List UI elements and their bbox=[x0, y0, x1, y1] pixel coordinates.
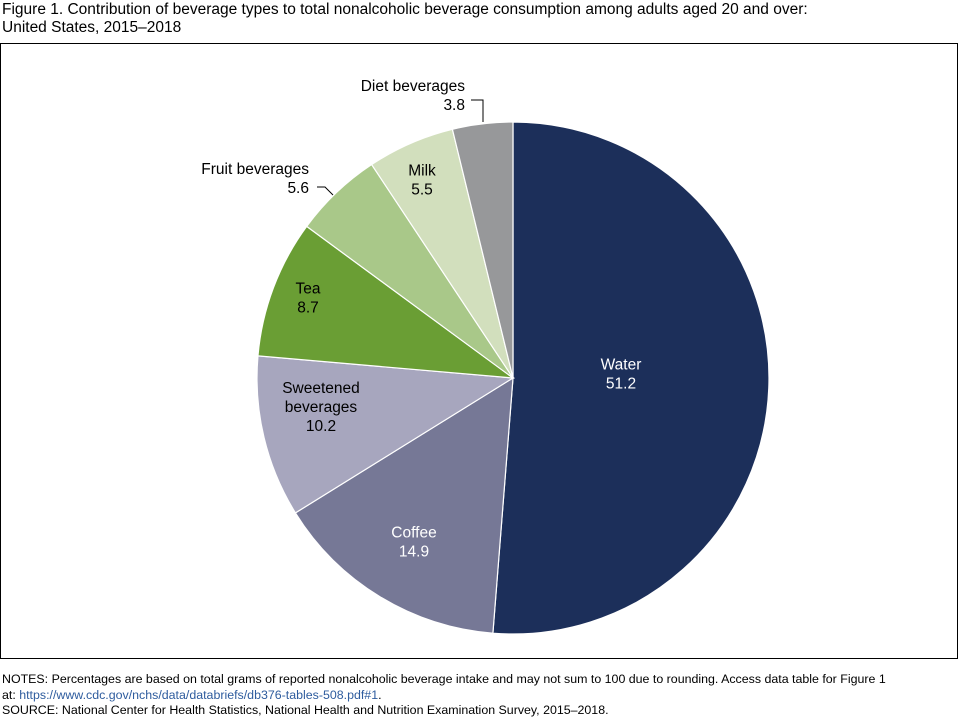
notes-link-suffix: . bbox=[378, 687, 382, 702]
slice-label-diet-beverages: Diet beverages bbox=[361, 78, 466, 95]
pie-slice-water bbox=[492, 121, 770, 635]
slice-label-fruit-beverages: Fruit beverages bbox=[201, 161, 309, 178]
notes-at-prefix: at: bbox=[2, 687, 20, 702]
pie-chart: Water 51.2 Coffee 14.9 Sweetened beverages 10.… bbox=[201, 78, 770, 635]
slice-value-tea: 8.7 bbox=[297, 300, 319, 317]
slice-value-coffee: 14.9 bbox=[399, 544, 429, 561]
pie-slice-diet-beverages bbox=[451, 121, 514, 379]
pie-labels: Water 51.2 Coffee 14.9 Sweetened beverages 10.… bbox=[201, 78, 641, 561]
slice-value-sweetened-beverages: 10.2 bbox=[306, 418, 336, 435]
notes-source: SOURCE: National Center for Health Stati… bbox=[2, 703, 609, 718]
figure-title-line-1: Figure 1. Contribution of beverage types… bbox=[2, 1, 808, 18]
slice-label-sweetened-beverages: beverages bbox=[285, 399, 358, 416]
leader-line-diet-beverages bbox=[471, 99, 484, 122]
figure-title-line-2: United States, 2015–2018 bbox=[2, 19, 182, 36]
slice-value-milk: 5.5 bbox=[411, 182, 433, 199]
pie-slice-sweetened-beverages bbox=[256, 355, 515, 514]
data-table-link[interactable]: https://www.cdc.gov/nchs/data/databriefs… bbox=[19, 687, 379, 702]
slice-value-diet-beverages: 3.8 bbox=[443, 97, 465, 114]
notes-line-2: at: https://www.cdc.gov/nchs/data/databr… bbox=[2, 688, 958, 704]
pie-slice-tea bbox=[257, 225, 516, 379]
notes-line-1: NOTES: Percentages are based on total gr… bbox=[2, 672, 886, 686]
slice-label-coffee: Coffee bbox=[391, 525, 436, 542]
slice-value-fruit-beverages: 5.6 bbox=[287, 180, 309, 197]
slice-label-sweetened-beverages: Sweetened bbox=[282, 380, 360, 397]
figure-title: Figure 1. Contribution of beverage types… bbox=[2, 1, 952, 37]
chart-frame: Water 51.2 Coffee 14.9 Sweetened beverages 10.… bbox=[0, 43, 958, 659]
pie-slices bbox=[256, 121, 770, 635]
slice-label-milk: Milk bbox=[408, 163, 436, 180]
figure-notes: NOTES: Percentages are based on total gr… bbox=[2, 672, 958, 719]
slice-value-water: 51.2 bbox=[606, 376, 636, 393]
pie-slice-coffee bbox=[294, 376, 514, 634]
leader-line-fruit-beverages bbox=[317, 186, 334, 196]
slice-label-tea: Tea bbox=[296, 281, 321, 298]
slice-label-water: Water bbox=[601, 357, 642, 374]
